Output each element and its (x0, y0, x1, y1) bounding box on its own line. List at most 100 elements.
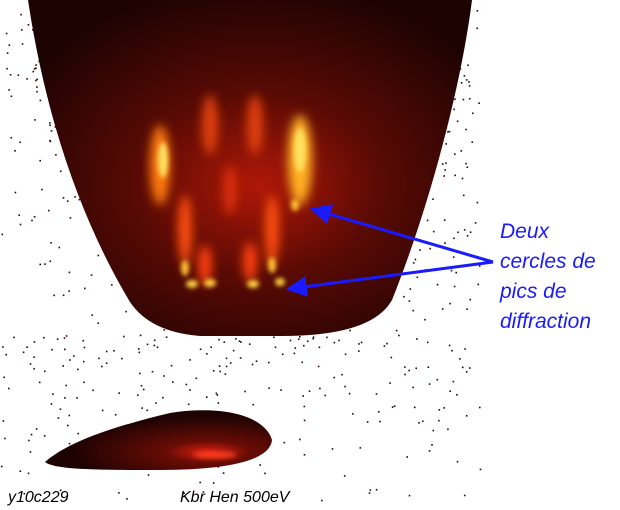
speck (33, 216, 36, 218)
speck (14, 191, 17, 194)
speck (68, 290, 70, 292)
speck (156, 346, 159, 349)
speck (438, 409, 441, 411)
speck (123, 335, 125, 338)
speck (252, 403, 254, 406)
speck (27, 24, 30, 26)
speck (368, 492, 371, 494)
speck (428, 383, 431, 385)
speck (408, 300, 411, 302)
speck (432, 230, 435, 233)
speck (172, 381, 174, 383)
speck (126, 498, 128, 500)
speck (477, 283, 480, 286)
speck (39, 99, 42, 102)
speck (465, 371, 468, 373)
speck (303, 419, 306, 422)
speck (206, 353, 208, 355)
speck (65, 384, 67, 387)
speck (301, 361, 303, 364)
speck (14, 150, 16, 152)
speck (375, 393, 378, 395)
speck (436, 378, 439, 381)
speck (460, 150, 462, 152)
speck (38, 381, 41, 384)
speck (50, 130, 53, 132)
speck (450, 269, 453, 272)
speck (56, 338, 59, 340)
speck (26, 346, 28, 348)
speck (78, 198, 81, 201)
speck (3, 376, 5, 379)
speck (389, 382, 391, 384)
speck (404, 373, 406, 376)
speck (463, 75, 466, 77)
speck (225, 357, 228, 360)
speck (299, 438, 301, 441)
speck (222, 472, 225, 474)
speck (359, 447, 362, 449)
speck (268, 387, 270, 389)
speck (101, 365, 103, 368)
speck (468, 97, 471, 100)
speck (163, 375, 165, 377)
speck (39, 263, 41, 266)
speck (465, 128, 467, 131)
speck (76, 397, 78, 399)
speck (462, 194, 465, 197)
speck (426, 219, 429, 222)
speck (118, 492, 120, 494)
speck (465, 162, 467, 165)
speck (412, 386, 414, 389)
speck (27, 472, 30, 475)
speck (438, 419, 440, 422)
speck (466, 308, 468, 310)
speck (390, 356, 393, 359)
speck (77, 432, 80, 435)
speck (427, 366, 430, 368)
speck (463, 229, 466, 231)
speck (455, 271, 457, 274)
speck (74, 196, 76, 198)
speck (90, 274, 93, 276)
speck (19, 223, 22, 226)
speck (33, 68, 36, 70)
speck (195, 377, 198, 380)
speck (395, 329, 398, 332)
speck (303, 344, 305, 347)
speck (50, 242, 52, 244)
speck (98, 357, 100, 360)
speck (341, 373, 343, 376)
speck (251, 363, 254, 366)
speck (4, 437, 6, 440)
speck (348, 392, 351, 395)
speck (49, 140, 52, 143)
speck (68, 442, 71, 445)
speck (239, 357, 242, 359)
speck (386, 342, 388, 345)
speck (62, 294, 65, 297)
speck (306, 340, 309, 343)
speck (324, 394, 326, 397)
speck (121, 357, 123, 360)
speck (274, 346, 277, 349)
speck (312, 336, 315, 338)
lower-spot (45, 410, 272, 470)
speck (436, 283, 439, 286)
speck (449, 302, 451, 305)
speck (9, 74, 12, 76)
speck (255, 360, 258, 362)
speck (281, 353, 284, 356)
speck (358, 343, 360, 345)
speck (50, 403, 53, 405)
speck (466, 235, 469, 237)
run-caption: y10c229 (7, 489, 69, 506)
speck (189, 359, 191, 361)
speck (416, 338, 418, 340)
speck (308, 390, 311, 392)
speck (69, 359, 71, 361)
speck (54, 126, 57, 128)
speck (408, 369, 410, 372)
speck (454, 174, 456, 177)
speck (461, 366, 464, 369)
